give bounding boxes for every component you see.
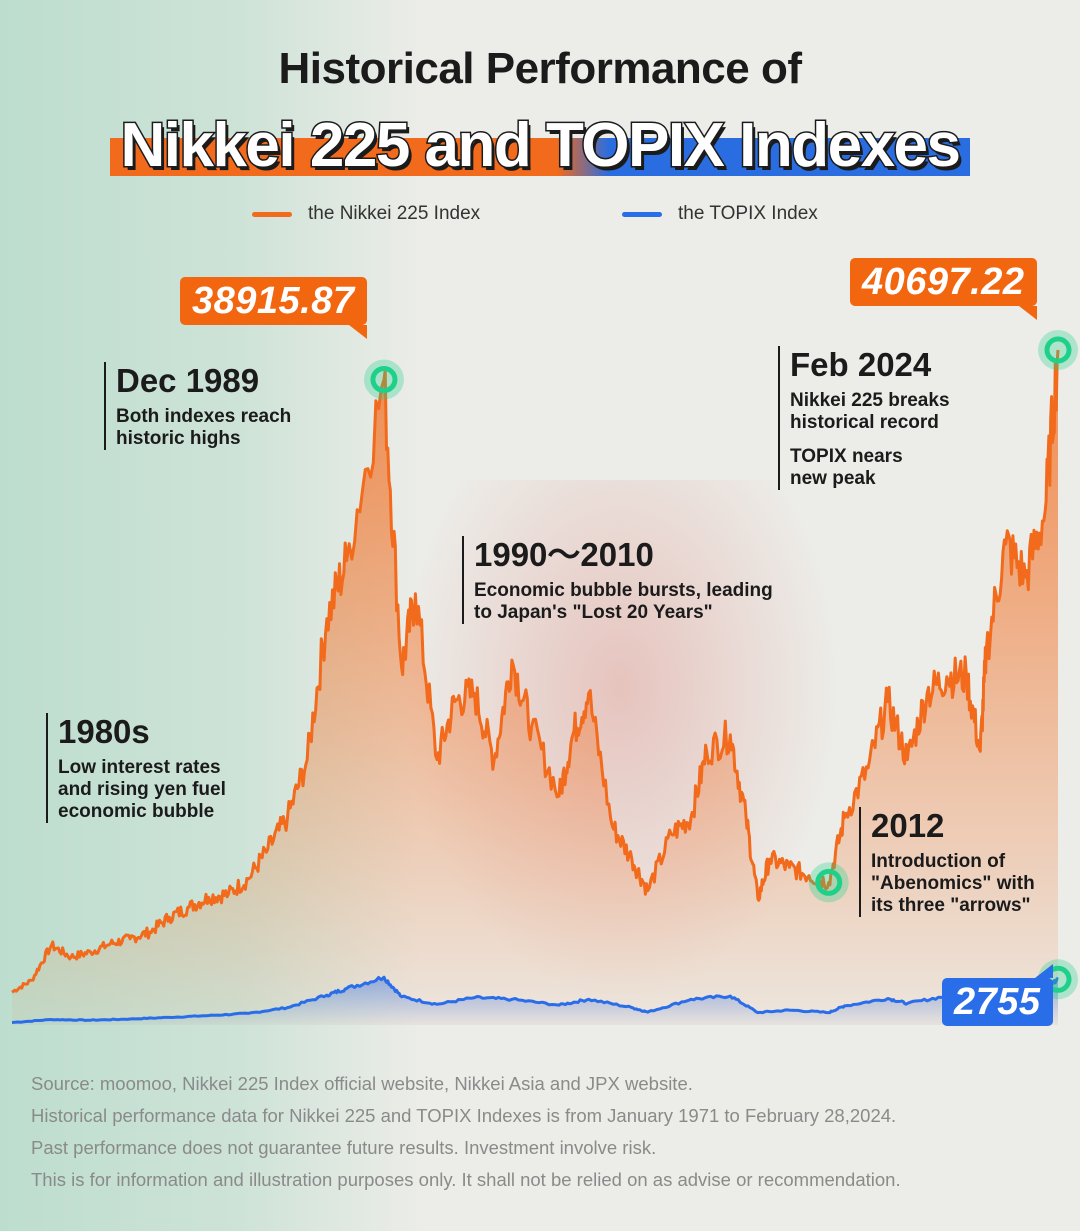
legend-item-topix: the TOPIX Index bbox=[622, 203, 818, 225]
annotation-feb-2024: Feb 2024 Nikkei 225 breaks historical re… bbox=[778, 346, 950, 490]
legend-label-topix: the TOPIX Index bbox=[678, 203, 818, 224]
annotation-2012: 2012 Introduction of "Abenomics" with it… bbox=[859, 807, 1035, 917]
annotation-dec-1989: Dec 1989 Both indexes reach historic hig… bbox=[104, 362, 291, 450]
callout-tail bbox=[1034, 964, 1053, 978]
legend-swatch-nikkei bbox=[252, 211, 292, 217]
annotation-text: Both indexes reach bbox=[116, 406, 292, 427]
annotation-1980s: 1980s Low interest rates and rising yen … bbox=[46, 713, 226, 823]
annotation-text: its three "arrows" bbox=[871, 895, 1031, 916]
callout-nikkei-2024: 40697.22 bbox=[850, 258, 1037, 320]
footer-disclaimer: This is for information and illustration… bbox=[31, 1169, 901, 1190]
area-topix bbox=[12, 977, 1058, 1025]
footer-notes: Source: moomoo, Nikkei 225 Index officia… bbox=[31, 1068, 1051, 1196]
footer-disclaimer: Past performance does not guarantee futu… bbox=[31, 1137, 657, 1158]
annotation-text: Introduction of bbox=[871, 851, 1006, 872]
legend-label-nikkei: the Nikkei 225 Index bbox=[308, 203, 481, 224]
callout-tail bbox=[1018, 306, 1037, 320]
annotation-text: to Japan's "Lost 20 Years" bbox=[474, 602, 713, 623]
annotation-heading: 1980s bbox=[58, 713, 150, 750]
callout-nikkei-1989: 38915.87 bbox=[180, 277, 367, 339]
annotation-text: and rising yen fuel bbox=[58, 779, 226, 800]
annotation-text: "Abenomics" with bbox=[871, 873, 1035, 894]
footer-source: Source: moomoo, Nikkei 225 Index officia… bbox=[31, 1073, 693, 1094]
annotation-1990-2010: 1990～2010 Economic bubble bursts, leadin… bbox=[462, 536, 773, 624]
title-line-2: Nikkei 225 and TOPIX Indexes bbox=[110, 110, 970, 182]
footer-period: Historical performance data for Nikkei 2… bbox=[31, 1105, 897, 1126]
annotation-text: TOPIX nears bbox=[790, 446, 903, 467]
annotation-text: historic highs bbox=[116, 428, 241, 449]
annotation-text: Low interest rates bbox=[58, 757, 221, 778]
annotation-text: new peak bbox=[790, 468, 876, 489]
callout-value: 2755 bbox=[954, 981, 1041, 1023]
area-nikkei bbox=[12, 350, 1058, 1025]
annotation-text: economic bubble bbox=[58, 801, 215, 822]
callout-value: 38915.87 bbox=[192, 280, 355, 322]
marker-abenomics-2012 bbox=[808, 862, 849, 903]
marker-nikkei-2024 bbox=[1038, 330, 1078, 370]
annotation-heading: 1990～2010 bbox=[474, 536, 654, 573]
annotation-heading: Feb 2024 bbox=[790, 346, 932, 383]
title-line-2-wrap: Nikkei 225 and TOPIX Indexes bbox=[0, 110, 1080, 182]
marker-nikkei-1989 bbox=[363, 359, 404, 400]
annotation-heading: 2012 bbox=[871, 807, 945, 844]
title-line-1: Historical Performance of bbox=[278, 44, 803, 93]
annotation-text: Economic bubble bursts, leading bbox=[474, 580, 773, 601]
callout-tail bbox=[348, 325, 367, 339]
legend-item-nikkei: the Nikkei 225 Index bbox=[252, 203, 480, 225]
annotation-heading: Dec 1989 bbox=[116, 362, 260, 399]
annotation-text: historical record bbox=[790, 412, 939, 433]
series-line-topix bbox=[11, 975, 1059, 1024]
callout-topix-2024: 2755 bbox=[942, 964, 1053, 1026]
series-line-nikkei bbox=[11, 349, 1060, 994]
legend-swatch-topix bbox=[622, 211, 662, 217]
annotation-text: Nikkei 225 breaks bbox=[790, 390, 950, 411]
callout-value: 40697.22 bbox=[862, 261, 1025, 303]
